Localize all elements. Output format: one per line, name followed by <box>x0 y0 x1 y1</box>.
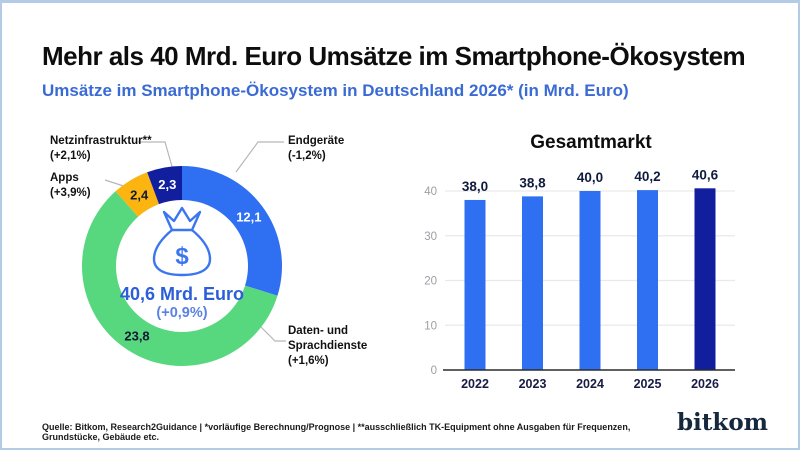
bar <box>464 199 486 370</box>
x-axis-category-label: 2026 <box>691 377 719 391</box>
x-axis-category-label: 2022 <box>461 377 489 391</box>
donut-segment <box>182 166 282 296</box>
bar-chart: 0 10 20 30 40 38,0 2022 38,8 2023 40,0 2024 40,2 202… <box>424 167 735 391</box>
bar <box>522 196 543 370</box>
bar-value-label: 40,6 <box>692 167 719 182</box>
donut-segment-value: 23,8 <box>124 328 149 343</box>
bar <box>637 190 658 370</box>
segment-label: Daten- und Sprachdienste <box>288 325 368 352</box>
bar-value-label: 38,8 <box>519 175 546 190</box>
segment-change: (+3,9%) <box>50 186 91 199</box>
y-axis-tick-label: 20 <box>424 276 437 288</box>
y-axis-tick-label: 30 <box>424 231 437 243</box>
segment-change: (-1,2%) <box>288 149 326 162</box>
svg-text:$: $ <box>175 243 189 270</box>
donut-segment-value: 2,3 <box>158 177 176 192</box>
page-subtitle: Umsätze im Smartphone-Ökosystem in Deuts… <box>42 81 629 100</box>
donut-segments: 12,1 23,8 2,4 2,3 <box>82 166 282 366</box>
y-axis-tick-label: 0 <box>431 365 437 377</box>
y-axis-tick-label: 10 <box>424 320 437 332</box>
x-axis-category-label: 2023 <box>519 377 547 391</box>
bar-plot: 0 10 20 30 40 38,0 2022 38,8 2023 40,0 2024 40,2 202… <box>424 167 735 391</box>
donut-label-netzinfrastruktur: Netzinfrastruktur** (+2,1%) <box>50 134 190 164</box>
money-bag-icon: $ <box>152 206 212 277</box>
donut-segment <box>82 191 278 366</box>
donut-segment-value: 12,1 <box>236 209 261 224</box>
page-title: Mehr als 40 Mrd. Euro Umsätze im Smartph… <box>42 41 746 71</box>
segment-label: Netzinfrastruktur** <box>50 135 152 147</box>
donut-label-endgeraete: Endgeräte (-1,2%) <box>288 134 388 164</box>
bar-value-label: 38,0 <box>462 179 488 194</box>
donut-center-change: (+0,9%) <box>156 305 208 321</box>
source-footnote: Quelle: Bitkom, Research2Guidance | *vor… <box>42 422 631 442</box>
bar-value-label: 40,0 <box>577 170 603 185</box>
segment-change: (+1,6%) <box>288 354 329 367</box>
x-axis-category-label: 2024 <box>576 377 604 391</box>
donut-segment <box>115 172 160 217</box>
segment-change: (+2,1%) <box>50 149 91 162</box>
bar-value-label: 40,2 <box>634 169 660 184</box>
x-axis-category-label: 2025 <box>634 377 662 391</box>
bar <box>694 188 716 370</box>
donut-chart: 12,1 23,8 2,4 2,3 $ <box>82 166 282 366</box>
bar-chart-title: Gesamtmarkt <box>530 132 652 153</box>
donut-label-daten-sprachdienste: Daten- und Sprachdienste (+1,6%) <box>288 324 388 369</box>
segment-label: Endgeräte <box>288 135 345 147</box>
segment-label: Apps <box>50 172 79 184</box>
y-axis-tick-label: 40 <box>424 186 437 198</box>
bar <box>579 191 601 370</box>
donut-segment <box>147 166 182 205</box>
donut-center-value: 40,6 Mrd. Euro <box>119 284 245 304</box>
donut-label-apps: Apps (+3,9%) <box>50 171 150 201</box>
donut-segment-value: 2,4 <box>130 187 149 202</box>
bitkom-logo: bitkom <box>676 409 768 436</box>
